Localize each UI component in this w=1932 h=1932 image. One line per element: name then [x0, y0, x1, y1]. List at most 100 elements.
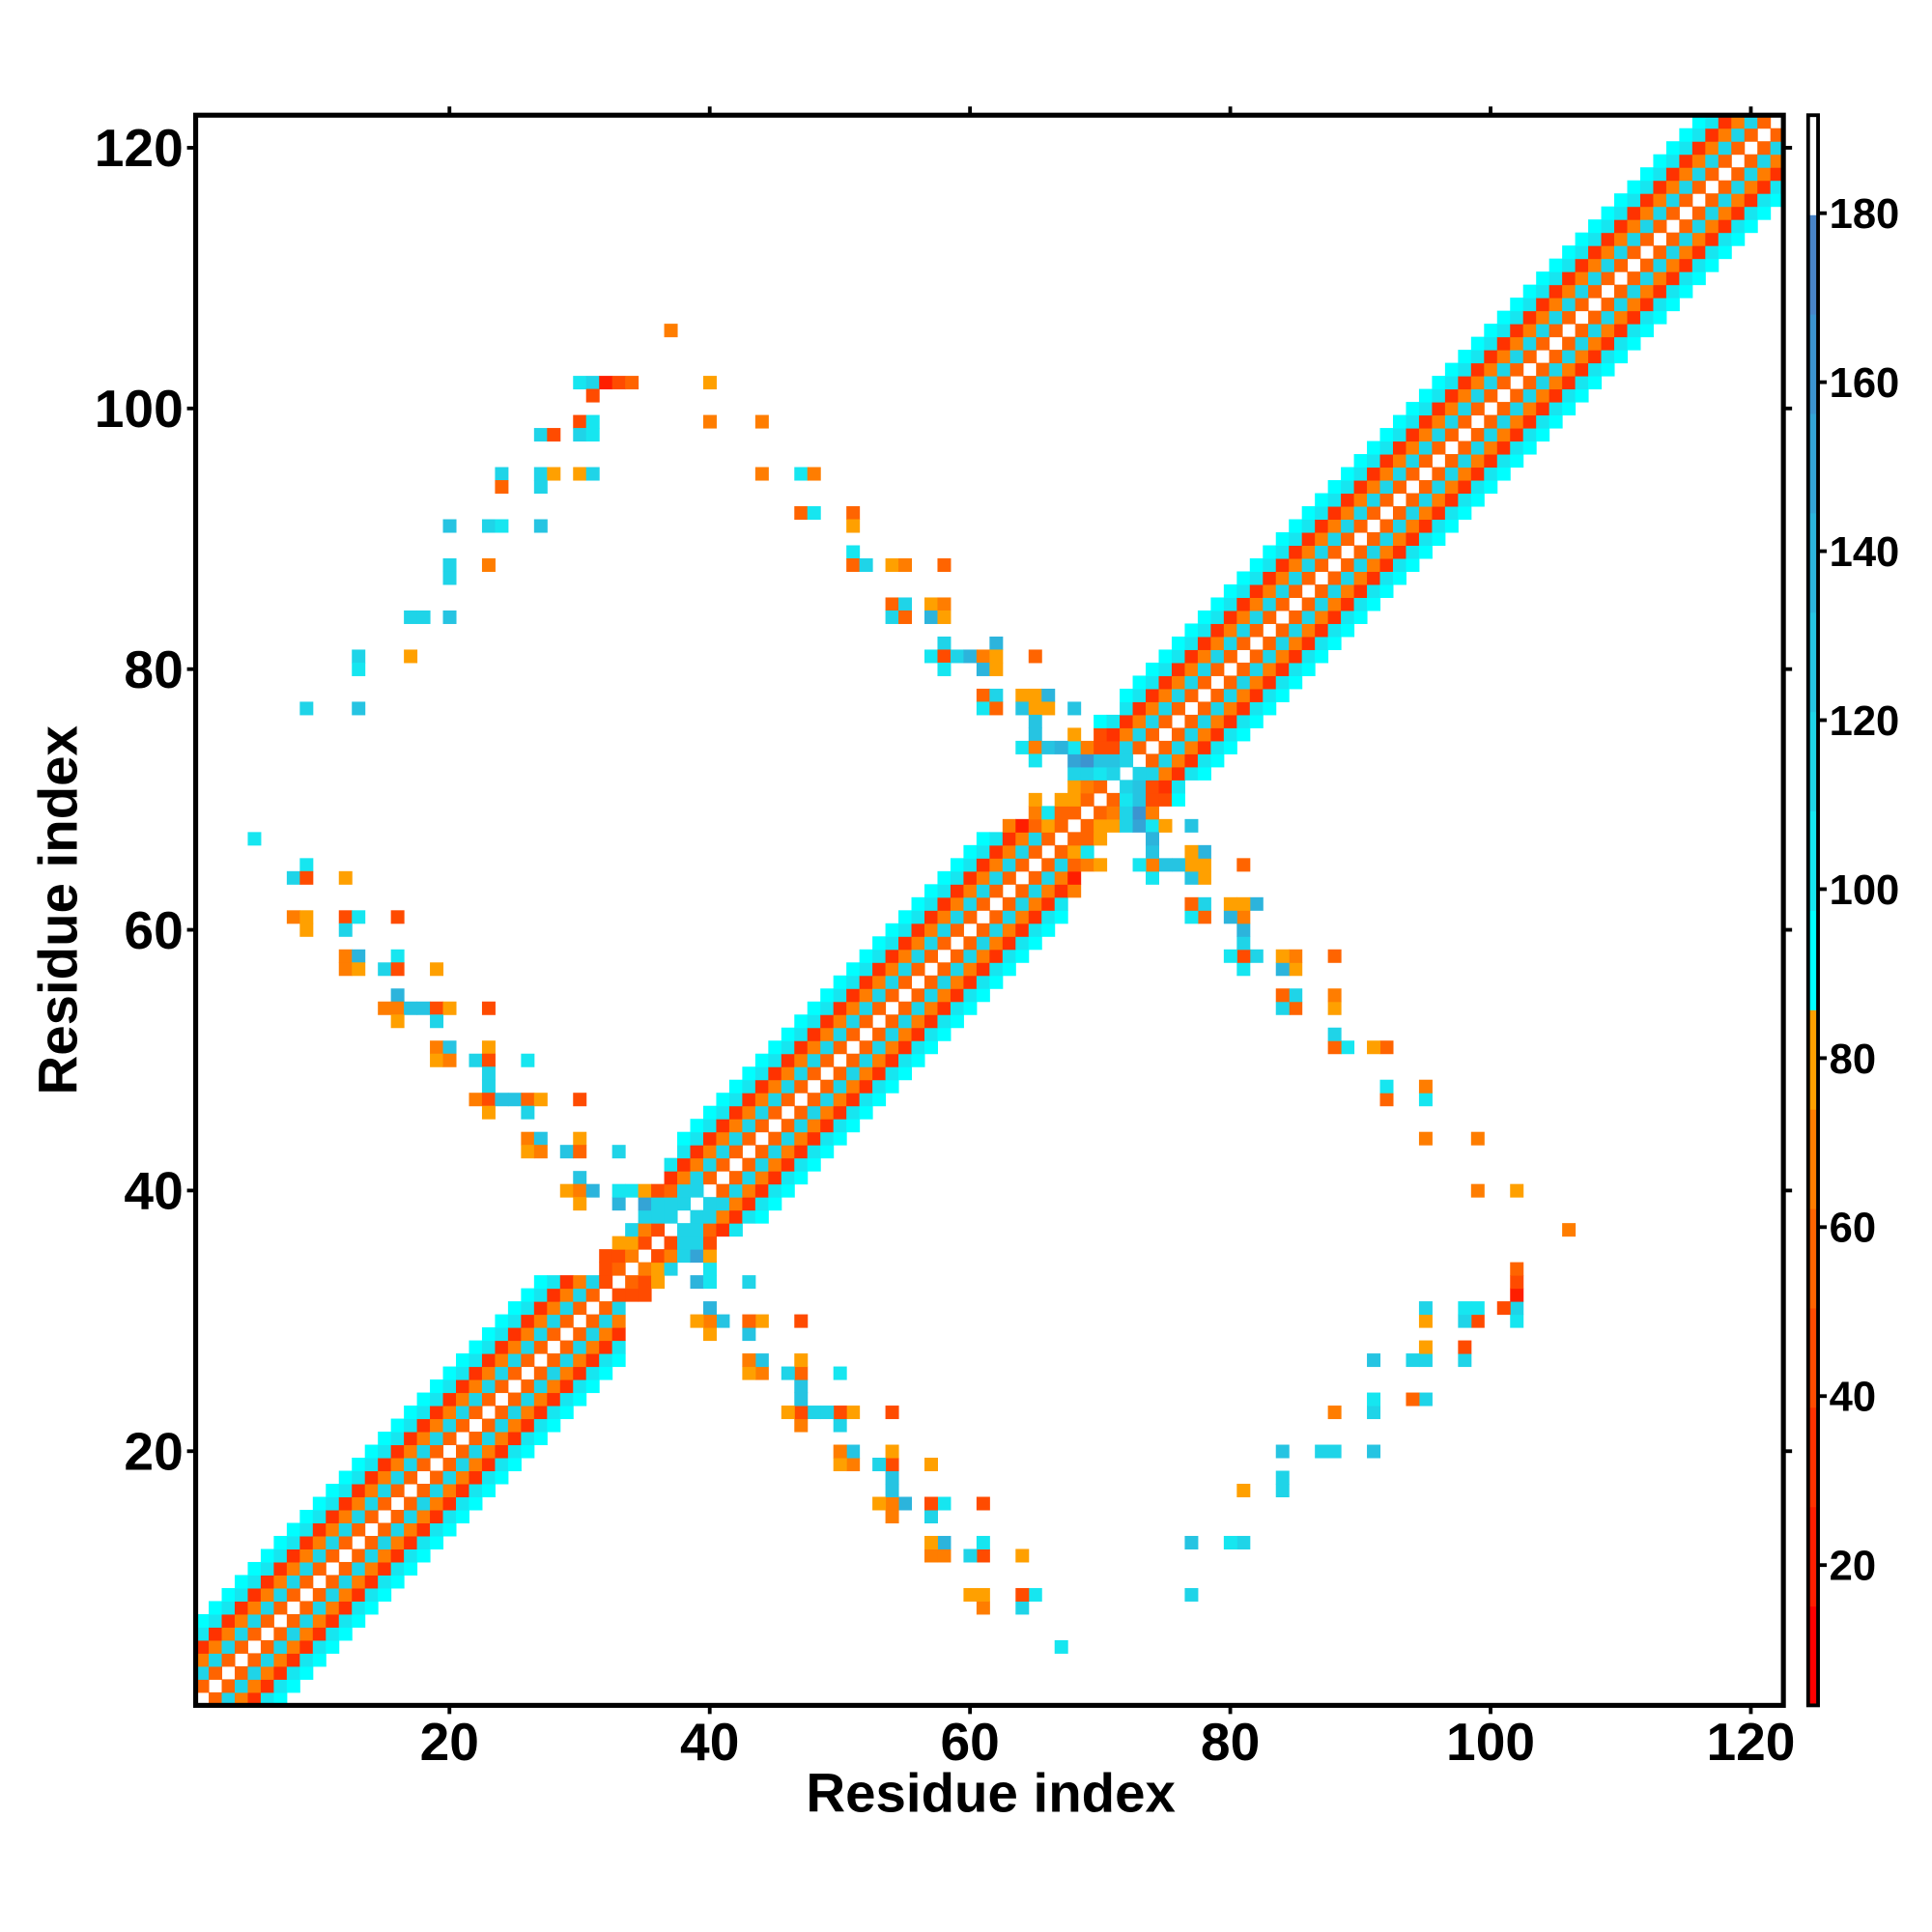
heatmap-cell [923, 896, 938, 911]
heatmap-cell [1080, 818, 1094, 833]
heatmap-cell [1002, 910, 1016, 924]
heatmap-cell [989, 975, 1004, 989]
heatmap-cell [495, 1458, 509, 1472]
heatmap-cell [430, 1392, 444, 1406]
heatmap-cell [1691, 141, 1706, 156]
heatmap-cell [664, 1236, 678, 1250]
heatmap-cell [1146, 780, 1160, 794]
heatmap-cell [286, 1679, 300, 1693]
heatmap-cell [1614, 350, 1629, 364]
heatmap-cell [677, 1157, 692, 1172]
heatmap-cell [1236, 1484, 1251, 1498]
heatmap-cell [378, 1575, 392, 1589]
heatmap-cell [521, 1432, 535, 1446]
heatmap-cell [1639, 298, 1654, 312]
heatmap-cell [1392, 414, 1406, 429]
heatmap-cell [312, 1639, 327, 1654]
heatmap-cell [1470, 1301, 1485, 1316]
heatmap-cell [1484, 440, 1498, 455]
heatmap-cell [911, 949, 925, 963]
heatmap-cell [937, 988, 952, 1003]
heatmap-cell [1275, 557, 1290, 573]
heatmap-cell [338, 1575, 353, 1589]
heatmap-cell [794, 506, 809, 521]
heatmap-cell [976, 649, 990, 664]
heatmap-cell [1588, 219, 1603, 234]
heatmap-cell [1146, 870, 1160, 885]
heatmap-cell [872, 988, 887, 1003]
heatmap-cell [1275, 1444, 1290, 1459]
heatmap-cell [364, 1458, 379, 1472]
heatmap-cell [234, 1613, 248, 1628]
heatmap-cell [1327, 480, 1342, 495]
heatmap-cell [781, 1183, 795, 1198]
heatmap-cell [209, 1613, 223, 1628]
heatmap-cell [872, 1066, 887, 1081]
heatmap-cell [1015, 701, 1030, 716]
heatmap-cell [923, 1014, 938, 1029]
heatmap-cell [1653, 167, 1667, 182]
heatmap-cell [521, 1314, 535, 1328]
heatmap-cell [937, 962, 952, 977]
heatmap-cell [326, 1484, 340, 1498]
heatmap-cell [1510, 362, 1524, 377]
heatmap-cell [1496, 362, 1511, 377]
heatmap-cell [507, 1301, 522, 1316]
heatmap-cell [1327, 545, 1342, 559]
heatmap-cell [1132, 792, 1147, 807]
heatmap-cell [1588, 258, 1603, 272]
heatmap-cell [1496, 414, 1511, 429]
heatmap-cell [781, 1131, 795, 1146]
colorbar-tick-label: 100 [1830, 867, 1900, 914]
heatmap-cell [820, 1131, 835, 1146]
heatmap-cell [807, 467, 821, 481]
heatmap-cell [859, 1001, 873, 1015]
heatmap-cell [1301, 532, 1316, 547]
heatmap-cell [989, 832, 1004, 846]
heatmap-cell [1470, 1183, 1485, 1198]
heatmap-cell [923, 884, 938, 898]
heatmap-cell [1289, 662, 1303, 676]
heatmap-cell [937, 1548, 952, 1563]
heatmap-cell [547, 1406, 561, 1420]
heatmap-cell [1458, 506, 1472, 521]
heatmap-cell [481, 1353, 496, 1368]
heatmap-cell [195, 1653, 210, 1667]
heatmap-cell [1484, 324, 1498, 338]
heatmap-cell [390, 1484, 405, 1498]
heatmap-cell [794, 1379, 809, 1394]
heatmap-cell [1315, 649, 1329, 664]
heatmap-cell [1132, 688, 1147, 702]
heatmap-cell [963, 649, 978, 664]
heatmap-cell [1002, 962, 1016, 977]
heatmap-cell [794, 1366, 809, 1380]
heatmap-cell [1575, 350, 1589, 364]
heatmap-cell [1301, 623, 1316, 638]
heatmap-cell [1665, 245, 1680, 260]
heatmap-cell [1484, 350, 1498, 364]
heatmap-cell [963, 870, 978, 885]
heatmap-cell [1406, 440, 1420, 455]
heatmap-cell [1757, 154, 1772, 168]
heatmap-cell [1679, 154, 1693, 168]
heatmap-cell [1171, 649, 1185, 664]
heatmap-cell [533, 1131, 548, 1146]
heatmap-cell [495, 1327, 509, 1342]
heatmap-cell [611, 1145, 626, 1159]
heatmap-cell [1575, 388, 1589, 403]
heatmap-cell [456, 1353, 469, 1368]
heatmap-cell [976, 1548, 990, 1563]
heatmap-cell [1444, 402, 1459, 416]
heatmap-cell [1665, 141, 1680, 156]
heatmap-cell [1575, 258, 1589, 272]
heatmap-cell [1601, 206, 1615, 220]
heatmap-cell [1028, 727, 1042, 742]
colorbar-tick-label: 180 [1830, 191, 1900, 238]
heatmap-cell [1353, 519, 1368, 533]
heatmap-cell [911, 923, 925, 937]
heatmap-cell [1015, 910, 1030, 924]
heatmap-cell [533, 1327, 548, 1342]
heatmap-cell [533, 519, 548, 533]
heatmap-cell [1691, 128, 1706, 142]
heatmap-cell [1041, 806, 1056, 820]
